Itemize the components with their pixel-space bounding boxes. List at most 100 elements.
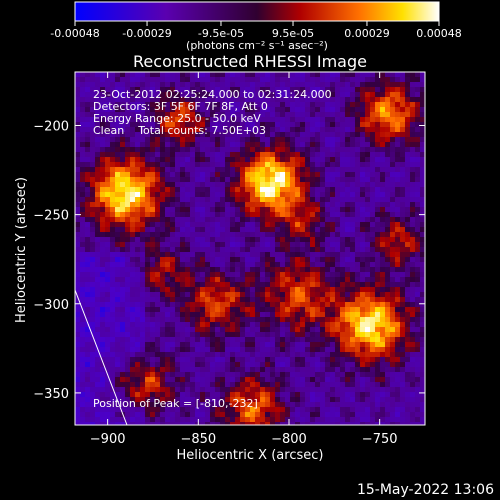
heatmap-cell [290,402,296,408]
heatmap-cell [245,222,251,228]
heatmap-cell [180,72,186,78]
heatmap-cell [325,307,331,313]
heatmap-cell [90,342,96,348]
heatmap-cell [190,417,196,423]
heatmap-cell [420,347,425,353]
heatmap-cell [325,147,331,153]
heatmap-cell [190,362,196,368]
heatmap-cell [310,327,316,333]
heatmap-cell [360,197,366,203]
heatmap-cell [385,127,391,133]
heatmap-cell [185,287,191,293]
heatmap-cell [280,397,286,403]
heatmap-cell [75,97,81,103]
heatmap-cell [405,187,411,193]
heatmap-cell [225,127,231,133]
heatmap-cell [175,332,181,338]
heatmap-cell [165,247,171,253]
heatmap-cell [85,212,91,218]
heatmap-cell [115,212,121,218]
heatmap-cell [400,297,406,303]
heatmap-cell [275,177,281,183]
heatmap-cell [385,252,391,258]
heatmap-cell [140,412,146,418]
heatmap-cell [325,242,331,248]
heatmap-cell [420,97,425,103]
heatmap-cell [90,417,96,423]
heatmap-cell [365,332,371,338]
heatmap-cell [420,372,425,378]
heatmap-cell [315,342,321,348]
heatmap-cell [175,282,181,288]
heatmap-cell [85,292,91,298]
heatmap-cell [135,292,141,298]
heatmap-cell [340,347,346,353]
heatmap-cell [300,397,306,403]
heatmap-cell [175,142,181,148]
heatmap-cell [205,112,211,118]
heatmap-cell [355,227,361,233]
heatmap-cell [280,162,286,168]
heatmap-cell [355,92,361,98]
heatmap-cell [185,112,191,118]
heatmap-cell [225,182,231,188]
heatmap-cell [265,307,271,313]
heatmap-cell [135,162,141,168]
heatmap-cell [80,407,86,413]
heatmap-cell [135,412,141,418]
heatmap-cell [185,167,191,173]
heatmap-cell [330,322,336,328]
heatmap-cell [235,117,241,123]
heatmap-cell [80,212,86,218]
heatmap-cell [175,97,181,103]
heatmap-cell [365,327,371,333]
heatmap-cell [220,342,226,348]
heatmap-cell [295,407,301,413]
heatmap-cell [195,412,201,418]
heatmap-cell [200,307,206,313]
heatmap-cell [160,367,166,373]
heatmap-cell [360,102,366,108]
heatmap-cell [95,327,101,333]
heatmap-cell [95,402,101,408]
heatmap-cell [130,397,136,403]
heatmap-cell [210,412,216,418]
heatmap-cell [150,217,156,223]
heatmap-cell [195,347,201,353]
heatmap-cell [240,97,246,103]
heatmap-cell [110,277,116,283]
heatmap-cell [270,232,276,238]
heatmap-cell [320,122,326,128]
heatmap-cell [185,362,191,368]
heatmap-cell [355,162,361,168]
heatmap-cell [110,117,116,123]
heatmap-cell [390,412,396,418]
heatmap-cell [300,302,306,308]
heatmap-cell [370,267,376,273]
heatmap-cell [80,352,86,358]
heatmap-cell [295,327,301,333]
heatmap-cell [165,307,171,313]
heatmap-cell [390,127,396,133]
heatmap-cell [290,332,296,338]
heatmap-cell [230,217,236,223]
heatmap-cell [250,317,256,323]
heatmap-cell [240,282,246,288]
heatmap-cell [170,362,176,368]
heatmap-cell [95,417,101,423]
heatmap-cell [220,242,226,248]
heatmap-cell [80,382,86,388]
heatmap-cell [160,347,166,353]
heatmap-cell [215,137,221,143]
heatmap-cell [315,162,321,168]
heatmap-cell [275,317,281,323]
heatmap-cell [120,87,126,93]
heatmap-cell [350,242,356,248]
heatmap-cell [195,337,201,343]
heatmap-cell [310,217,316,223]
heatmap-cell [295,302,301,308]
heatmap-cell [230,142,236,148]
heatmap-cell [135,157,141,163]
heatmap-cell [290,117,296,123]
heatmap-cell [415,97,421,103]
